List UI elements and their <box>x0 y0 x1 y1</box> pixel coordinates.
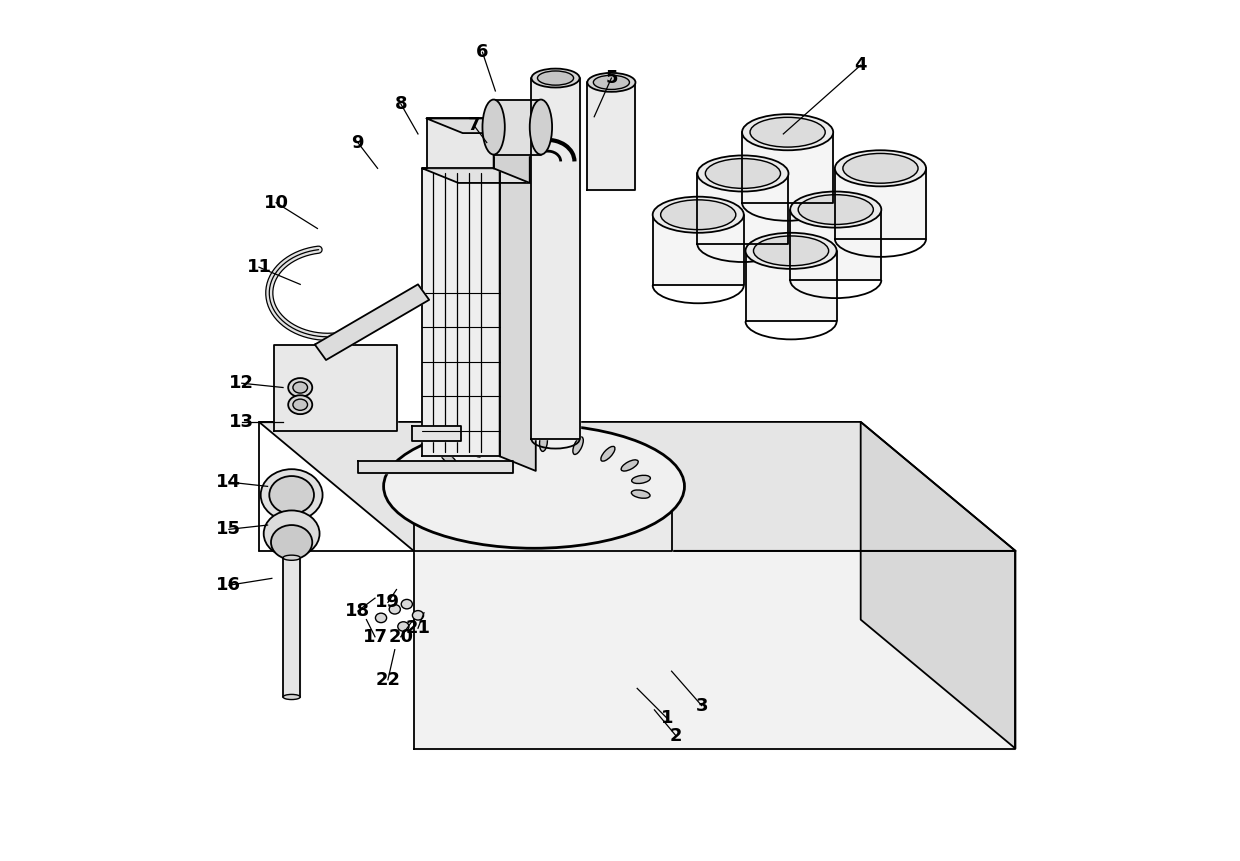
Polygon shape <box>315 284 429 360</box>
Text: 13: 13 <box>229 413 254 430</box>
Ellipse shape <box>843 153 918 183</box>
Ellipse shape <box>389 604 401 614</box>
Ellipse shape <box>835 151 926 186</box>
Ellipse shape <box>288 395 312 414</box>
Text: 21: 21 <box>405 619 430 637</box>
Text: 5: 5 <box>605 69 618 87</box>
Text: 16: 16 <box>216 576 242 594</box>
Ellipse shape <box>539 432 547 451</box>
Polygon shape <box>588 83 635 189</box>
Polygon shape <box>697 173 789 244</box>
Text: 11: 11 <box>247 258 272 276</box>
Polygon shape <box>532 78 579 439</box>
Ellipse shape <box>293 400 308 411</box>
Text: 6: 6 <box>476 43 489 61</box>
Text: 15: 15 <box>216 520 242 538</box>
Ellipse shape <box>260 469 322 521</box>
Ellipse shape <box>652 196 744 232</box>
Polygon shape <box>494 100 541 155</box>
Ellipse shape <box>413 610 424 620</box>
Ellipse shape <box>288 378 312 397</box>
Text: 9: 9 <box>352 133 365 152</box>
Ellipse shape <box>754 236 828 266</box>
Ellipse shape <box>283 695 300 699</box>
Text: 14: 14 <box>216 473 242 491</box>
Ellipse shape <box>621 460 639 471</box>
Text: 4: 4 <box>854 56 867 74</box>
Text: 8: 8 <box>394 95 407 113</box>
Ellipse shape <box>469 441 481 457</box>
Ellipse shape <box>402 599 413 609</box>
Text: 10: 10 <box>264 194 289 212</box>
Polygon shape <box>494 119 529 183</box>
Ellipse shape <box>398 622 409 631</box>
Text: 1: 1 <box>661 709 673 728</box>
Polygon shape <box>427 119 529 133</box>
Ellipse shape <box>537 71 574 85</box>
Polygon shape <box>414 551 1016 748</box>
Ellipse shape <box>594 75 630 90</box>
Text: 18: 18 <box>345 602 371 620</box>
Ellipse shape <box>697 156 789 191</box>
Ellipse shape <box>283 555 300 561</box>
Polygon shape <box>283 558 300 697</box>
Text: 19: 19 <box>376 593 401 611</box>
Text: 20: 20 <box>388 628 413 646</box>
Ellipse shape <box>799 195 873 225</box>
Polygon shape <box>358 461 512 474</box>
Ellipse shape <box>482 100 505 155</box>
Ellipse shape <box>790 191 882 227</box>
Text: 17: 17 <box>362 628 388 646</box>
Text: 2: 2 <box>670 727 682 745</box>
Text: 3: 3 <box>696 697 708 715</box>
Polygon shape <box>500 168 536 471</box>
Polygon shape <box>423 168 536 183</box>
Ellipse shape <box>750 117 825 147</box>
Ellipse shape <box>503 434 512 452</box>
Ellipse shape <box>269 476 314 514</box>
Text: 7: 7 <box>467 116 480 134</box>
Polygon shape <box>274 344 397 430</box>
Polygon shape <box>742 133 833 202</box>
Polygon shape <box>259 422 1016 551</box>
Ellipse shape <box>272 525 312 560</box>
Ellipse shape <box>661 200 735 230</box>
Ellipse shape <box>742 115 833 151</box>
Ellipse shape <box>532 69 579 88</box>
Polygon shape <box>423 168 500 456</box>
Ellipse shape <box>573 437 583 455</box>
Ellipse shape <box>745 232 837 269</box>
Text: 12: 12 <box>229 375 254 393</box>
Polygon shape <box>652 214 744 285</box>
Ellipse shape <box>601 446 615 461</box>
Ellipse shape <box>264 511 320 557</box>
Ellipse shape <box>529 100 552 155</box>
Polygon shape <box>861 422 1016 748</box>
Ellipse shape <box>376 613 387 623</box>
Text: 22: 22 <box>376 671 401 689</box>
Ellipse shape <box>588 73 635 92</box>
Ellipse shape <box>631 490 650 499</box>
Ellipse shape <box>383 424 684 548</box>
Ellipse shape <box>631 475 650 484</box>
Polygon shape <box>412 426 461 441</box>
Polygon shape <box>427 119 494 168</box>
Ellipse shape <box>293 382 308 393</box>
Ellipse shape <box>706 158 780 189</box>
Polygon shape <box>835 168 926 238</box>
Polygon shape <box>790 209 882 280</box>
Ellipse shape <box>441 452 456 466</box>
Polygon shape <box>414 499 672 551</box>
Polygon shape <box>745 251 837 321</box>
